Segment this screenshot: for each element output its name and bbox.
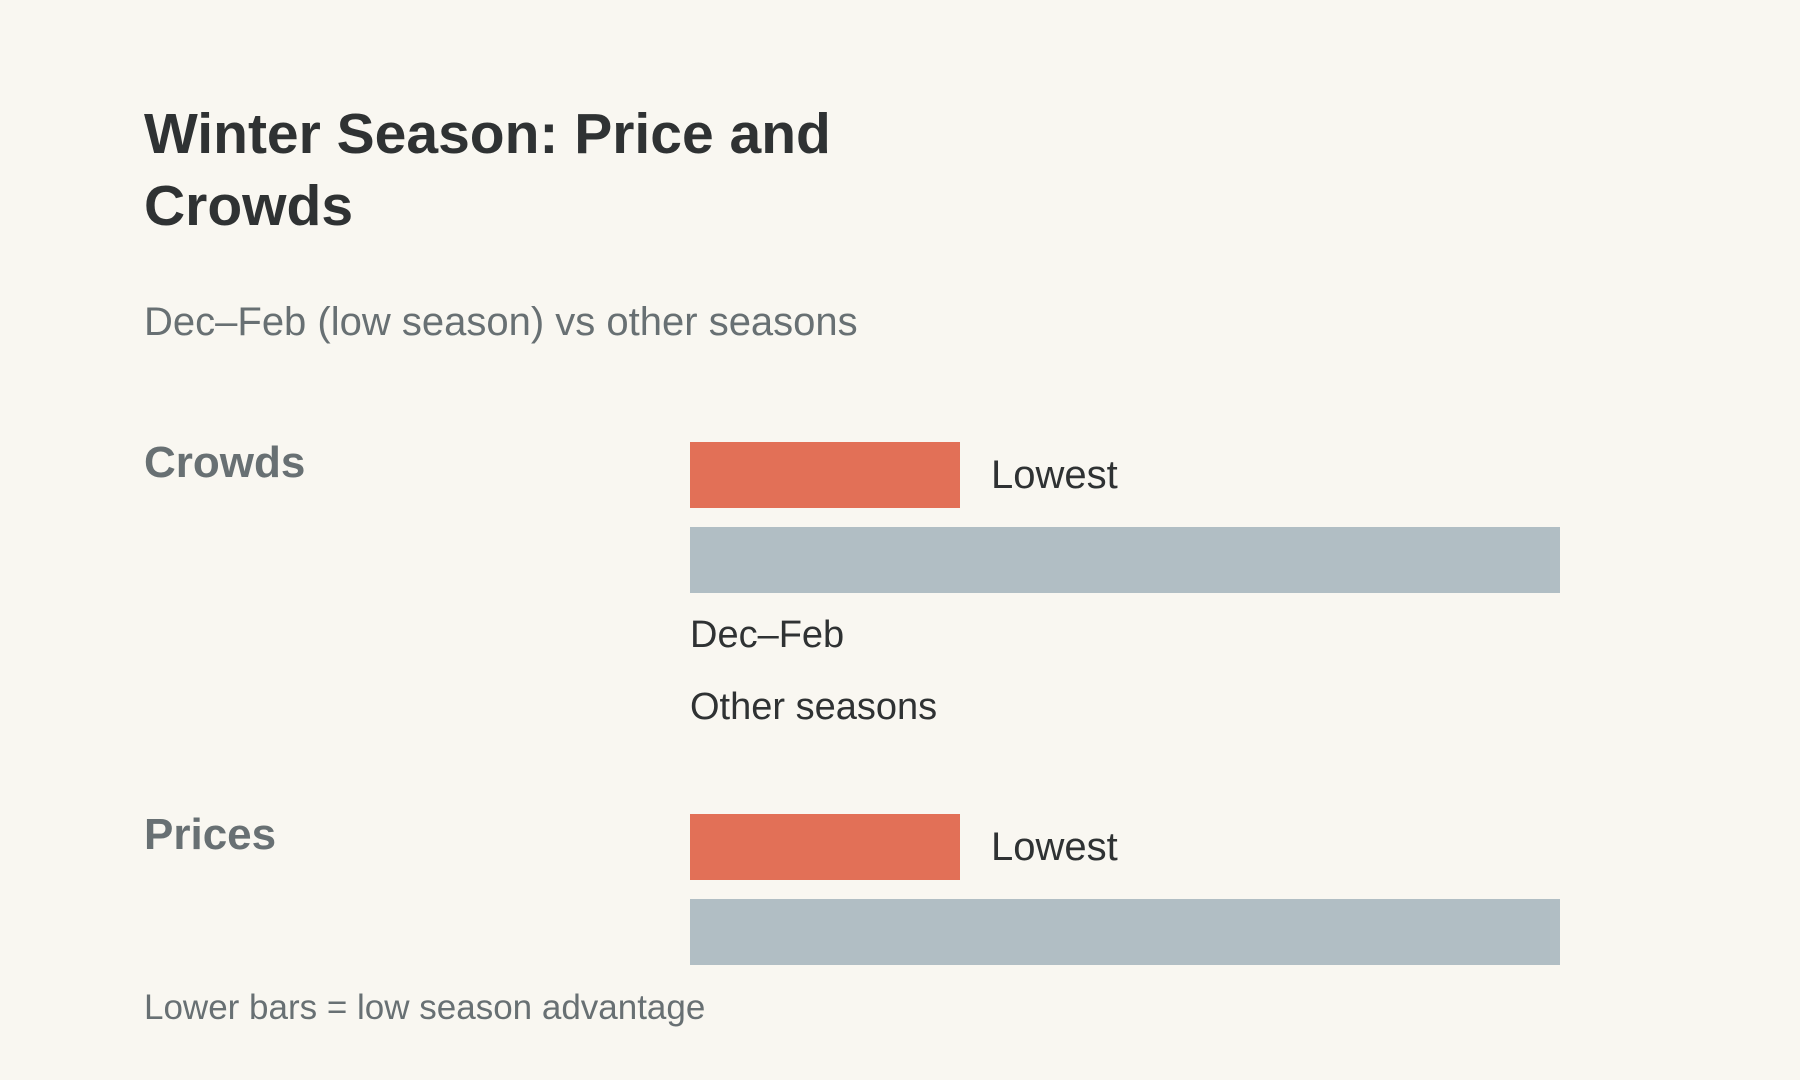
- bar-value-label-crowds: Lowest: [991, 453, 1118, 497]
- bar-crowds-dec-feb: [690, 442, 960, 508]
- bar-value-label-prices: Lowest: [991, 825, 1118, 869]
- group-label-crowds: Crowds: [144, 438, 306, 487]
- chart-title: Winter Season: Price and Crowds: [144, 102, 831, 238]
- chart-subtitle: Dec–Feb (low season) vs other seasons: [144, 300, 858, 344]
- bar-prices-dec-feb: [690, 814, 960, 880]
- legend-item-other-seasons: Other seasons: [690, 686, 938, 728]
- group-label-prices: Prices: [144, 810, 277, 859]
- legend-item-dec-feb: Dec–Feb: [690, 614, 845, 656]
- bar-crowds-other-seasons: [690, 527, 1560, 593]
- chart-footnote: Lower bars = low season advantage: [144, 988, 706, 1027]
- bar-prices-other-seasons: [690, 899, 1560, 965]
